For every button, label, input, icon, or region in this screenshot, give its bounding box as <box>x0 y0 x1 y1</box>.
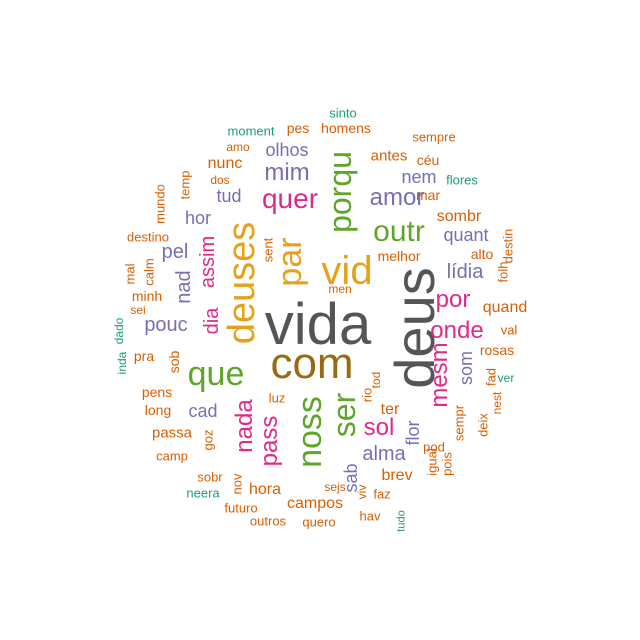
word: camp <box>156 448 188 464</box>
word: goz <box>200 429 216 451</box>
word: porqu <box>322 151 358 233</box>
word: rio <box>359 387 375 403</box>
word: outros <box>249 513 287 529</box>
word: céu <box>416 152 440 168</box>
word: olhos <box>265 140 309 160</box>
word: mal <box>122 263 138 285</box>
word: amor <box>369 184 425 211</box>
word: que <box>187 355 245 393</box>
word: assim <box>197 235 219 289</box>
word: pel <box>161 241 189 263</box>
word: futuro <box>224 500 258 516</box>
word: men <box>328 282 352 296</box>
word: neera <box>186 485 220 501</box>
word: brev <box>381 467 413 484</box>
word: sejs <box>324 480 346 494</box>
word: temp <box>177 170 193 200</box>
word: moment <box>227 123 275 139</box>
word: passa <box>151 424 193 442</box>
word: lídia <box>446 261 484 283</box>
word: noss <box>291 396 329 468</box>
word: pens <box>141 384 173 400</box>
word: nest <box>490 391 504 415</box>
word: cad <box>188 401 218 421</box>
word: sobr <box>197 469 223 485</box>
word: mundo <box>152 184 168 224</box>
word: com <box>270 339 354 388</box>
word: sol <box>363 414 395 441</box>
word: flores <box>446 172 478 188</box>
word: hora <box>248 481 282 498</box>
word: flor <box>403 420 423 446</box>
word: pois <box>439 452 455 476</box>
word: quero <box>302 514 336 530</box>
word: mar <box>415 187 441 203</box>
word: par <box>271 237 309 287</box>
word: dado <box>112 317 126 345</box>
word: long <box>144 402 172 418</box>
word: faz <box>373 486 391 502</box>
word: pod <box>423 439 445 455</box>
word: antes <box>370 147 408 165</box>
word: deuses <box>221 221 263 345</box>
word: sombr <box>436 208 482 225</box>
word: tudo <box>395 510 408 532</box>
word: nem <box>401 167 437 187</box>
word: pouc <box>144 314 188 336</box>
word: amo <box>226 140 250 154</box>
word: calm <box>141 258 157 286</box>
word: vida <box>264 292 372 357</box>
word: campos <box>286 495 344 512</box>
word: tud <box>216 186 242 206</box>
word: dos <box>210 173 230 187</box>
word: alma <box>362 443 406 465</box>
word: quer <box>261 183 319 214</box>
word: fad <box>483 367 499 387</box>
word: ver <box>497 371 515 385</box>
word: alto <box>470 246 494 262</box>
word: melhor <box>377 248 421 264</box>
word: mim <box>264 159 310 186</box>
word: quant <box>443 225 489 245</box>
word: ser <box>326 392 362 438</box>
word: hor <box>184 208 212 228</box>
word: homens <box>321 120 371 136</box>
word: sinto <box>329 105 357 121</box>
word: folh <box>495 261 511 283</box>
word: onde <box>430 317 484 344</box>
word: sent <box>260 237 276 263</box>
word: minh <box>131 288 163 304</box>
word: sempr <box>451 404 467 442</box>
word: tod <box>369 371 383 389</box>
word: nov <box>229 473 245 495</box>
word: inda <box>115 351 129 375</box>
word: deix <box>475 413 491 437</box>
word: luz <box>268 390 286 406</box>
word: por <box>435 286 471 313</box>
word: val <box>500 322 518 338</box>
word: ter <box>380 401 400 418</box>
word: nad <box>173 270 195 304</box>
word: nada <box>231 399 258 453</box>
word: pass <box>256 415 283 467</box>
word: mesm <box>426 342 453 408</box>
word: sob <box>166 350 182 374</box>
word: dia <box>201 307 223 335</box>
word: sei <box>130 303 146 317</box>
word: quand <box>482 299 528 316</box>
word: pes <box>286 120 310 136</box>
word: hav <box>359 508 381 524</box>
word: sempre <box>412 129 456 145</box>
word: rosas <box>479 342 515 358</box>
word: nunc <box>207 155 243 172</box>
word: pra <box>133 348 155 364</box>
word: outr <box>373 215 425 248</box>
word: viv <box>355 484 369 500</box>
word: vid <box>321 249 373 293</box>
word: destin <box>500 228 516 264</box>
word: destino <box>127 229 169 245</box>
word: som <box>456 350 476 386</box>
